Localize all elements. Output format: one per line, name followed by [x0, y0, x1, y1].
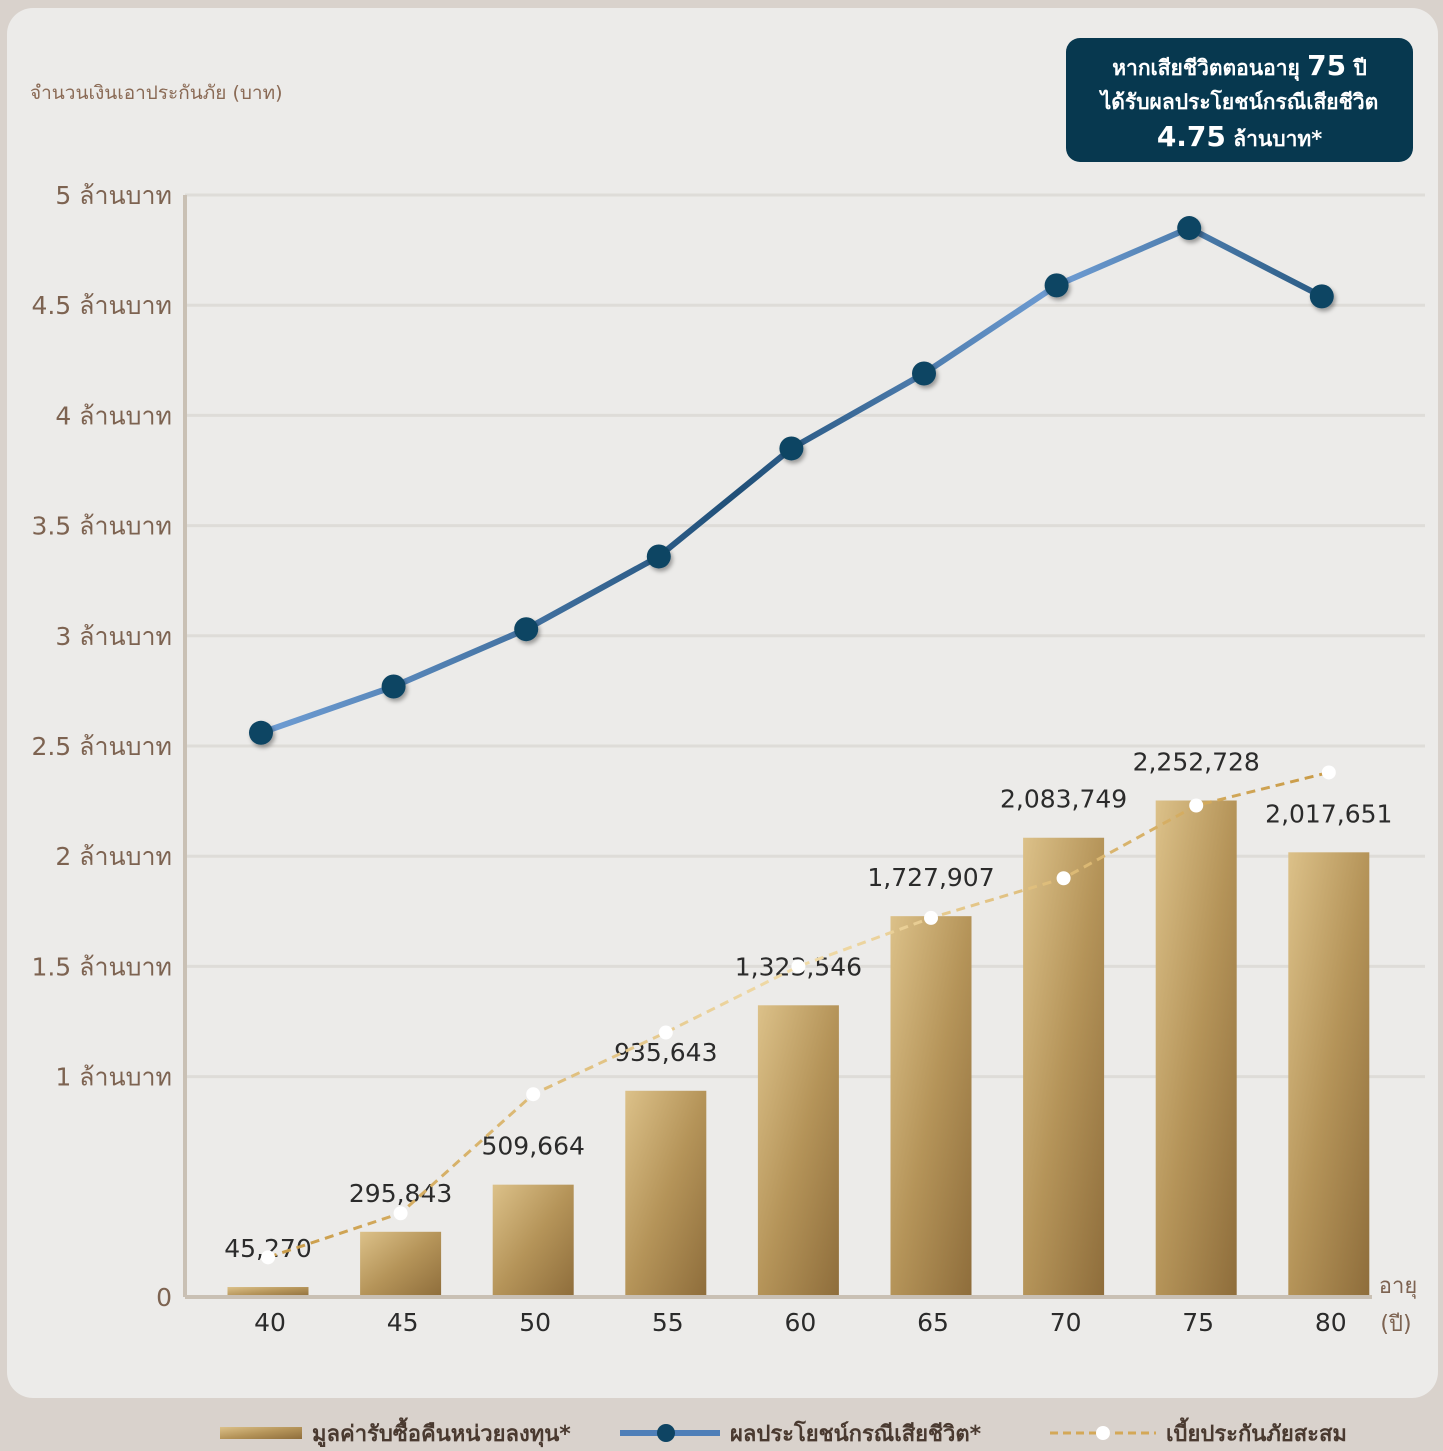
- bar-value-label: 509,664: [482, 1132, 585, 1161]
- callout-line-2: ได้รับผลประโยชน์กรณีเสียชีวิต: [1100, 90, 1379, 114]
- premium-point: [1321, 765, 1336, 780]
- bar-surrender-value: [360, 1231, 442, 1297]
- bar-value-label: 295,843: [349, 1179, 452, 1208]
- y-tick-label: 2.5 ล้านบาท: [31, 732, 172, 761]
- death-benefit-point: [249, 720, 273, 745]
- bar-value-label: 2,252,728: [1133, 747, 1260, 776]
- bar-surrender-value: [492, 1184, 574, 1297]
- premium-point: [1189, 798, 1204, 813]
- premium-point: [924, 910, 938, 925]
- premium-point: [261, 1250, 275, 1265]
- x-tick-label: 80: [1315, 1308, 1347, 1337]
- callout-line-1-text: หากเสียชีวิตตอนอายุ: [1112, 56, 1300, 80]
- x-tick-label: 40: [254, 1308, 286, 1337]
- premium-point: [393, 1206, 408, 1221]
- callout-amount: 4.75: [1156, 120, 1226, 153]
- premium-point: [791, 959, 806, 974]
- gold-bar-swatch-icon: [220, 1427, 302, 1439]
- x-axis-label-line2: (ปี): [1380, 1312, 1411, 1337]
- x-tick-labels: 40 45 50 55 60 65 70 75 80: [254, 1308, 1347, 1337]
- legend-label-premium: เบี้ยประกันภัยสะสม: [1166, 1421, 1347, 1447]
- x-tick-label: 75: [1182, 1308, 1214, 1337]
- y-tick-label: 1.5 ล้านบาท: [31, 952, 172, 981]
- premium-point: [1056, 871, 1071, 886]
- x-tick-label: 50: [519, 1308, 551, 1337]
- bar-surrender-value: [227, 1287, 309, 1297]
- death-benefit-line: [249, 216, 1334, 745]
- blue-line-dot-icon: [620, 1424, 720, 1442]
- y-tick-label: 4.5 ล้านบาท: [31, 291, 172, 320]
- y-tick-labels: 0 1 ล้านบาท 1.5 ล้านบาท 2 ล้านบาท 2.5 ล้านบา…: [31, 181, 172, 1312]
- premium-line: [261, 765, 1336, 1265]
- death-benefit-point: [381, 674, 406, 699]
- y-axis-unit-label: จำนวนเงินเอาประกันภัย (บาท): [30, 82, 283, 104]
- death-benefit-point: [779, 436, 804, 461]
- y-tick-label: 2 ล้านบาท: [55, 842, 172, 871]
- death-benefit-point: [646, 544, 671, 569]
- death-benefit-point: [1177, 216, 1202, 241]
- bar-surrender-value: [890, 916, 972, 1297]
- y-tick-label: 3.5 ล้านบาท: [31, 512, 172, 541]
- death-benefit-point: [1309, 284, 1334, 309]
- bar-value-label: 2,017,651: [1265, 799, 1392, 828]
- y-tick-label: 3 ล้านบาท: [55, 622, 172, 651]
- y-tick-label: 1 ล้านบาท: [55, 1063, 172, 1092]
- legend-label-surrender-value: มูลค่ารับซื้อคืนหน่วยลงทุน*: [312, 1421, 571, 1447]
- x-tick-label: 70: [1050, 1308, 1082, 1337]
- callout-age: 75: [1307, 49, 1347, 82]
- legend-item-surrender-value: มูลค่ารับซื้อคืนหน่วยลงทุน*: [220, 1418, 571, 1448]
- death-benefit-point: [1044, 273, 1069, 298]
- bar-surrender-value: [1155, 800, 1237, 1297]
- bar-surrender-value: [757, 1005, 839, 1297]
- death-benefit-callout: หากเสียชีวิตตอนอายุ 75 ปี ได้รับผลประโยช…: [1066, 38, 1413, 162]
- x-axis-label-line1: อายุ: [1379, 1274, 1417, 1299]
- x-tick-label: 60: [784, 1308, 816, 1337]
- x-tick-label: 65: [917, 1308, 949, 1337]
- death-benefit-point: [514, 617, 539, 642]
- callout-line-1: หากเสียชีวิตตอนอายุ 75 ปี: [1066, 48, 1413, 86]
- bar-surrender-value: [625, 1090, 707, 1297]
- premium-point: [526, 1087, 541, 1102]
- legend-label-death-benefit: ผลประโยชน์กรณีเสียชีวิต*: [730, 1421, 982, 1447]
- death-benefit-point: [912, 361, 936, 386]
- y-tick-label: 4 ล้านบาท: [55, 401, 172, 430]
- y-tick-label: 0: [156, 1283, 172, 1312]
- bars: [227, 800, 1370, 1297]
- callout-line-3-suffix: ล้านบาท*: [1233, 127, 1323, 151]
- callout-line-3: 4.75 ล้านบาท*: [1066, 118, 1413, 158]
- bar-value-label: 1,727,907: [867, 863, 994, 892]
- legend-item-premium: เบี้ยประกันภัยสะสม: [1050, 1418, 1347, 1448]
- x-tick-label: 55: [652, 1308, 684, 1337]
- x-tick-label: 45: [387, 1308, 419, 1337]
- legend-item-death-benefit: ผลประโยชน์กรณีเสียชีวิต*: [620, 1418, 981, 1448]
- callout-line-1-suffix: ปี: [1353, 56, 1367, 80]
- premium-point: [658, 1025, 673, 1040]
- bar-surrender-value: [1023, 837, 1105, 1297]
- grid-lines: [185, 193, 1425, 1079]
- dashed-gold-line-dot-icon: [1050, 1426, 1156, 1440]
- axes: [183, 195, 1372, 1299]
- premium-dashed-line: [267, 770, 1330, 1259]
- y-tick-label: 5 ล้านบาท: [55, 181, 172, 210]
- bar-value-label: 935,643: [614, 1038, 717, 1067]
- bar-surrender-value: [1288, 852, 1370, 1297]
- bar-value-label: 2,083,749: [1000, 785, 1127, 814]
